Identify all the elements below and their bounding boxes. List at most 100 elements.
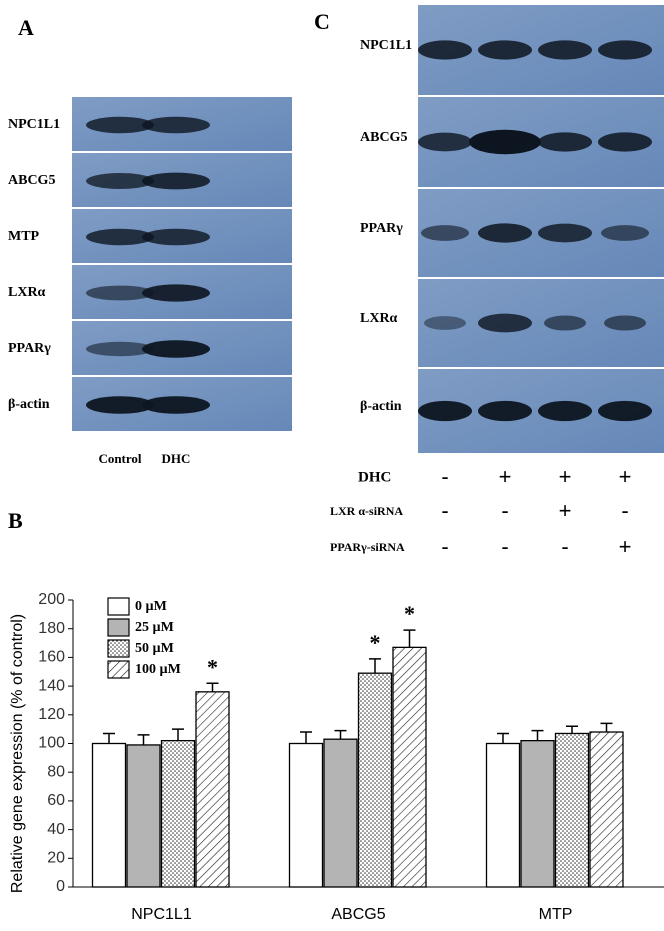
row-label: β-actin <box>360 399 402 414</box>
row-label: NPC1L1 <box>360 38 412 53</box>
legend-label: 25 µM <box>135 620 174 635</box>
row-label: PPARγ <box>8 341 51 356</box>
band <box>86 228 154 246</box>
y-tick-label: 160 <box>38 649 65 666</box>
bar <box>195 691 230 888</box>
band <box>538 400 592 422</box>
legend-swatch <box>107 597 130 616</box>
error-bar <box>566 725 578 734</box>
band <box>478 223 532 243</box>
significance-label: * <box>370 630 381 655</box>
band <box>142 284 210 302</box>
treatment-sign: - <box>501 498 508 523</box>
error-bar <box>531 729 544 741</box>
band <box>601 225 649 241</box>
legend-swatch <box>107 639 130 658</box>
band <box>86 396 154 414</box>
blot-a: NPC1L1 ABCG5 MTP LXRα PPARγ β-actin Control DHC <box>8 97 292 466</box>
y-tick-label: 200 <box>38 591 65 608</box>
band <box>424 316 466 330</box>
treatment-sign: + <box>619 464 632 489</box>
row-label: β-actin <box>8 397 50 412</box>
y-tick-label: 140 <box>38 677 65 694</box>
band <box>86 341 154 357</box>
row-label: LXRα <box>360 311 398 326</box>
treatment-sign: + <box>559 498 572 523</box>
lane-label: DHC <box>162 451 191 466</box>
band <box>142 228 210 246</box>
band <box>544 315 586 331</box>
row-label: PPARγ <box>360 221 403 236</box>
band <box>142 172 210 190</box>
band <box>598 132 652 152</box>
bar <box>323 738 358 888</box>
panel-label: B <box>8 508 23 533</box>
treatment-sign: + <box>499 464 512 489</box>
blot-c: NPC1L1 ABCG5 PPARγ LXRα β-actin DHC - + + + LXR α-… <box>330 5 664 559</box>
y-axis-label: Relative gene expression (% of control) <box>9 614 26 893</box>
x-tick-label: NPC1L1 <box>131 906 192 923</box>
bar <box>589 731 624 888</box>
band <box>418 400 472 422</box>
y-tick-label: 80 <box>47 763 65 780</box>
band <box>538 40 592 60</box>
row-label: NPC1L1 <box>8 117 60 132</box>
treatment-label: DHC <box>358 469 391 485</box>
treatment-sign: - <box>441 464 448 489</box>
error-bar <box>300 731 312 744</box>
treatment-sign: + <box>559 464 572 489</box>
treatment-sign: - <box>441 498 448 523</box>
band <box>598 400 652 422</box>
band <box>478 40 532 60</box>
error-bar <box>137 734 150 745</box>
error-bar <box>103 732 115 744</box>
treatment-sign: - <box>621 498 628 523</box>
row-label: ABCG5 <box>360 130 407 145</box>
band <box>478 313 532 333</box>
row-label: MTP <box>8 229 40 244</box>
y-tick-label: 20 <box>47 850 65 867</box>
legend-label: 100 µM <box>135 662 181 677</box>
treatment-sign: - <box>561 534 568 559</box>
treatment-label: PPARγ-siRNA <box>330 540 405 554</box>
band <box>538 223 592 243</box>
band <box>604 315 646 331</box>
bar <box>160 739 196 888</box>
error-bar <box>172 728 184 741</box>
band <box>86 173 154 189</box>
bar <box>485 742 521 888</box>
band <box>478 400 532 422</box>
bar <box>357 672 393 888</box>
y-tick-label: 40 <box>47 821 65 838</box>
y-tick-label: 0 <box>56 878 65 895</box>
error-bar <box>334 729 347 740</box>
band <box>86 285 154 301</box>
band <box>142 340 210 358</box>
y-tick-label: 180 <box>38 620 65 637</box>
lane-label: Control <box>98 451 141 466</box>
x-tick-label: ABCG5 <box>331 906 385 923</box>
error-bar <box>497 732 509 744</box>
legend-swatch <box>107 660 130 679</box>
x-tick-label: MTP <box>539 906 573 923</box>
error-bar <box>600 722 613 733</box>
band <box>598 40 652 60</box>
y-tick-label: 60 <box>47 792 65 809</box>
panel-label: C <box>314 9 330 34</box>
significance-label: * <box>207 654 218 679</box>
legend-label: 50 µM <box>135 641 174 656</box>
treatment-sign: + <box>619 534 632 559</box>
band <box>538 132 592 152</box>
band <box>421 225 469 241</box>
row-label: LXRα <box>8 285 46 300</box>
bar-chart: 0 20 40 60 80 100 120 140 160 180 200 Relative gene… <box>9 591 664 923</box>
bar <box>288 742 324 888</box>
band <box>142 396 210 414</box>
row-label: ABCG5 <box>8 173 55 188</box>
bar <box>126 744 161 888</box>
band <box>86 116 154 134</box>
bar <box>520 739 555 888</box>
y-tick-label: 120 <box>38 706 65 723</box>
bar <box>91 742 127 888</box>
